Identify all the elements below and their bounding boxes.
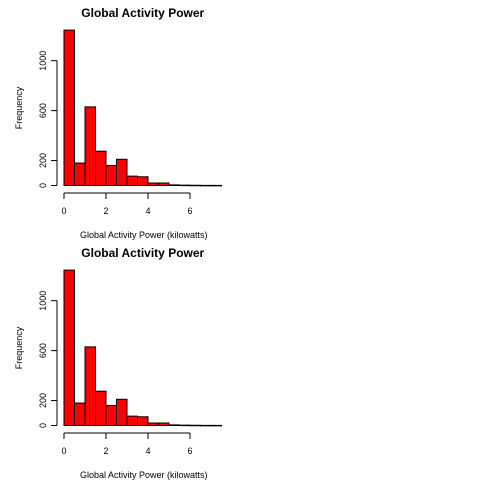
x-tick-label: 6: [187, 206, 192, 216]
histogram-panel-top: Global Activity Power 0 2 4 6 Global Activity…: [14, 6, 222, 240]
y-tick-label: 200: [38, 153, 48, 168]
histogram-bar: [180, 425, 191, 426]
y-tick-label: 1000: [38, 291, 48, 311]
histogram-bar: [148, 183, 159, 185]
histogram-bar: [106, 166, 117, 186]
histogram-bar: [85, 347, 96, 426]
histogram-bar: [127, 416, 138, 425]
y-axis-label: Frequency: [14, 326, 24, 369]
x-axis-label: Global Activity Power (kilowatts): [80, 230, 208, 240]
x-tick-label: 0: [61, 446, 66, 456]
y-tick-label: 600: [38, 343, 48, 358]
histogram-bar: [106, 406, 117, 426]
y-tick-label: 0: [38, 183, 48, 188]
histogram-bar: [211, 185, 222, 186]
histogram-bar: [169, 185, 180, 186]
x-tick-label: 4: [145, 206, 150, 216]
y-tick-label: 0: [38, 423, 48, 428]
y-tick-label: 1000: [38, 51, 48, 71]
histogram-bar: [75, 163, 86, 185]
chart-title: Global Activity Power: [81, 6, 204, 20]
histogram-bar: [96, 391, 107, 425]
histogram-bar: [127, 176, 138, 185]
histogram-bar: [180, 185, 191, 186]
histogram-bar: [190, 185, 201, 186]
y-tick-label: 600: [38, 103, 48, 118]
x-tick-label: 4: [145, 446, 150, 456]
x-tick-label: 6: [187, 446, 192, 456]
histogram-bar: [117, 399, 128, 425]
x-tick-label: 2: [103, 206, 108, 216]
histogram-bar: [85, 107, 96, 186]
histogram-bar: [148, 423, 159, 425]
x-axis-label: Global Activity Power (kilowatts): [80, 470, 208, 480]
histogram-bar: [117, 159, 128, 185]
histogram-bar: [190, 425, 201, 426]
histogram-bar: [64, 30, 75, 185]
histogram-bar: [96, 151, 107, 185]
y-axis-label: Frequency: [14, 86, 24, 129]
histogram-bar: [138, 177, 149, 186]
histogram-bar: [75, 403, 86, 425]
histogram-panel-bottom: Global Activity Power 0 2 4 6 Global Activity…: [14, 246, 222, 480]
histogram-bar: [201, 425, 212, 426]
y-tick-label: 200: [38, 393, 48, 408]
histogram-bar: [201, 185, 212, 186]
x-tick-label: 2: [103, 446, 108, 456]
histogram-bar: [64, 270, 75, 425]
histogram-bar: [159, 183, 170, 185]
histogram-bar: [211, 425, 222, 426]
histogram-bar: [169, 425, 180, 426]
histogram-bar: [159, 423, 170, 425]
histogram-bar: [138, 417, 149, 426]
x-tick-label: 0: [61, 206, 66, 216]
chart-title: Global Activity Power: [81, 246, 204, 260]
